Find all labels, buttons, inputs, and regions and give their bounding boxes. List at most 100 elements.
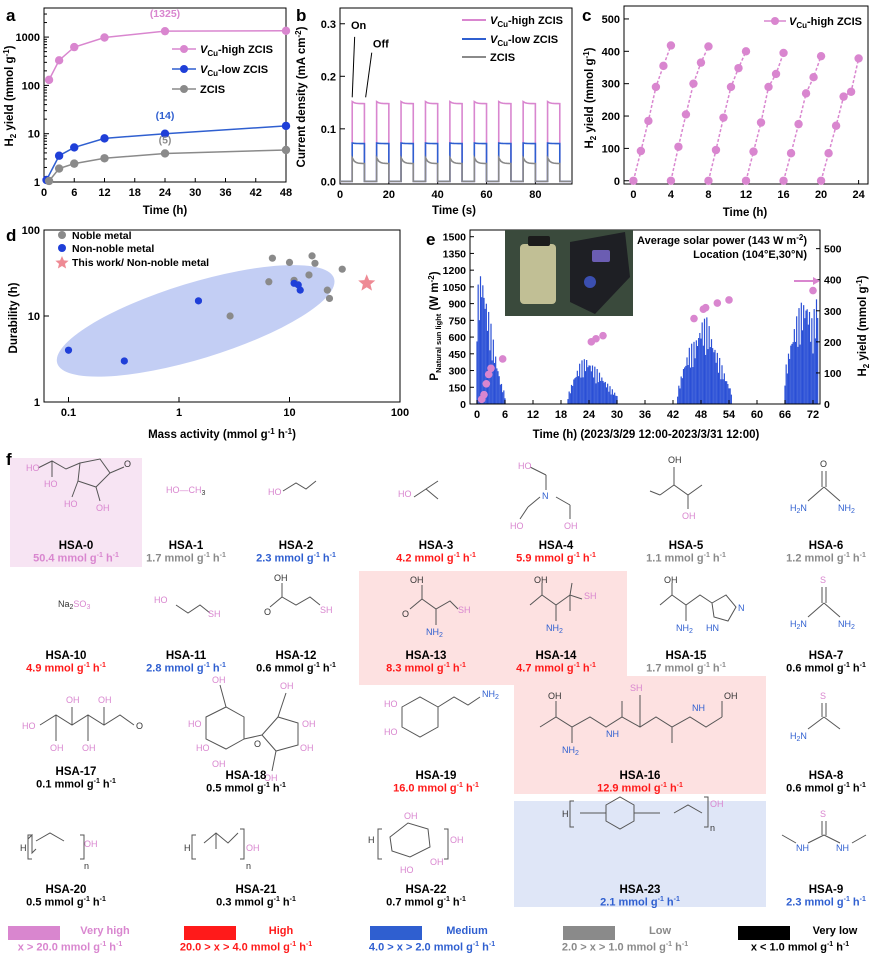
legend-swatch-medium	[370, 926, 422, 940]
atom-label: HO	[188, 719, 202, 729]
chart-e-bar	[686, 357, 688, 404]
chart-e-h2-point	[713, 299, 722, 307]
chart-b-series-line-0	[340, 100, 572, 183]
molecule-hsa-16: HSA-16 12.9 mmol g-1 h-1	[570, 770, 710, 795]
chart-d-ytick-label: 1	[34, 397, 40, 409]
chart-e-bar	[615, 395, 617, 404]
chart-e-bar	[594, 366, 596, 404]
atom-label: OH	[534, 575, 548, 585]
atom-label: NH2	[562, 745, 579, 757]
molecule-id: HSA-6	[808, 540, 844, 552]
chart-c-xlabel: Time (h)	[723, 207, 768, 219]
molecule-rate: 0.1 mmol g-1 h-1	[36, 778, 116, 791]
chart-d-point	[268, 254, 276, 262]
chart-b-legend-high: VCu-high ZCIS	[490, 15, 563, 29]
chart-a-point	[70, 143, 79, 152]
chart-c-point	[801, 89, 811, 98]
chart-e-xtick-label: 18	[555, 409, 567, 421]
atom-label: HO	[398, 489, 412, 499]
molecule-id: HSA-11	[165, 650, 207, 662]
chart-a-point	[281, 26, 291, 35]
chart-a-legend-zcis: ZCIS	[200, 84, 225, 96]
atom-label: NH	[836, 843, 849, 853]
chart-e-bar	[793, 329, 795, 404]
molecule-hsa-20: HSA-20 0.5 mmol g-1 h-1	[0, 884, 136, 909]
chart-a-xtick-label: 36	[219, 187, 231, 199]
chart-c-point	[666, 176, 676, 185]
chart-e-xtick-label: 72	[807, 409, 819, 421]
chart-e-bar	[503, 390, 505, 404]
structure-hsa-15	[659, 583, 737, 622]
molecule-rate: 16.0 mmol g-1 h-1	[393, 782, 479, 795]
chart-e-bar	[794, 341, 797, 404]
chart-d-point	[308, 252, 316, 260]
chart-e-xtick-label: 0	[474, 409, 480, 421]
chart-a-legend: VCu-high ZCIS VCu-low ZCIS ZCIS	[172, 44, 273, 96]
molecule-hsa-9: HSA-9 2.3 mmol g-1 h-1	[756, 884, 877, 909]
chart-e-bar	[579, 363, 581, 404]
chart-e-bar	[727, 384, 729, 404]
atom-label: OH	[280, 681, 294, 691]
molecule-rate: 0.3 mmol g-1 h-1	[216, 896, 296, 909]
chart-e-bar	[682, 369, 685, 404]
chart-c-point	[846, 87, 856, 96]
molecule-id: HSA-7	[808, 650, 844, 662]
chart-c-ylabel: H2 yield (mmol g-1)	[582, 47, 598, 148]
chart-e-bar	[597, 382, 599, 404]
chart-e-bar	[477, 284, 479, 404]
atom-label: NH	[796, 843, 809, 853]
molecule-id: HSA-15	[665, 650, 707, 662]
chart-e-bar	[710, 339, 713, 404]
molecule-hsa-7: HSA-7 0.6 mmol g-1 h-1	[756, 650, 877, 675]
chart-d-point	[325, 294, 334, 303]
molecule-rate: 2.8 mmol g-1 h-1	[146, 662, 226, 675]
atom-label: n	[710, 823, 715, 833]
chart-b-legend-zcis: ZCIS	[490, 52, 515, 64]
chart-c-ytick-label: 0	[614, 176, 620, 188]
chart-b-legend-low: VCu-low ZCIS	[490, 34, 558, 48]
molecule-hsa-8: HSA-8 0.6 mmol g-1 h-1	[756, 770, 877, 795]
chart-e-ytick-left-label: 1350	[443, 248, 467, 260]
molecule-id: HSA-18	[225, 770, 267, 782]
atom-label: HO	[196, 743, 210, 753]
chart-c-point	[809, 73, 818, 82]
molecule-rate: 1.7 mmol g-1 h-1	[646, 662, 726, 675]
chart-e-bar	[812, 353, 814, 404]
chart-e-bar	[724, 381, 727, 404]
chart-e-bar	[588, 365, 590, 404]
molecule-rate: 50.4 mmol g-1 h-1	[33, 552, 119, 565]
legend-swatch-high	[184, 926, 236, 940]
chart-e-bar	[497, 371, 499, 404]
chart-e-bar	[607, 383, 609, 404]
chart-e-ytick-left-label: 1050	[443, 282, 467, 294]
chart-e-bar	[581, 360, 583, 404]
chart-e-bar	[595, 383, 597, 404]
chart-c-point	[741, 47, 751, 56]
chart-c-point	[786, 149, 796, 158]
chart-e-bar	[687, 365, 689, 404]
molecule-rate: 0.6 mmol g-1 h-1	[786, 782, 866, 795]
chart-d-legend-thiswork: This work/ Non-noble metal	[72, 257, 209, 269]
chart-a-xtick-label: 6	[71, 187, 77, 199]
molecule-hsa-15: HSA-15 1.7 mmol g-1 h-1	[616, 650, 756, 675]
chart-b-series-line-2	[340, 154, 572, 183]
structure-hsa-4	[519, 466, 571, 520]
chart-d-xlabel: Mass activity (mmol g-1 h-1)	[148, 427, 296, 441]
chart-b-series-line-1	[340, 142, 572, 183]
chart-c-xtick-label: 16	[777, 189, 789, 201]
atom-label: OH	[564, 521, 578, 531]
chart-a-xtick-label: 12	[98, 187, 110, 199]
molecule-id: HSA-23	[619, 884, 661, 896]
chart-e-bar	[500, 383, 503, 404]
atom-label: HO	[518, 461, 532, 471]
molecule-hsa-17: HSA-17 0.1 mmol g-1 h-1	[6, 766, 146, 791]
chart-e-xtick-label: 66	[779, 409, 791, 421]
structure-hsa-7	[807, 587, 841, 618]
chart-a-ytick-label: 10	[28, 129, 40, 141]
atom-label: OH	[300, 743, 314, 753]
atom-label: OH	[212, 759, 226, 769]
chart-b-xtick-label: 0	[337, 189, 343, 201]
chart-e-bar	[485, 303, 487, 404]
chart-e-bar	[586, 360, 588, 404]
chart-d-point	[226, 312, 234, 320]
